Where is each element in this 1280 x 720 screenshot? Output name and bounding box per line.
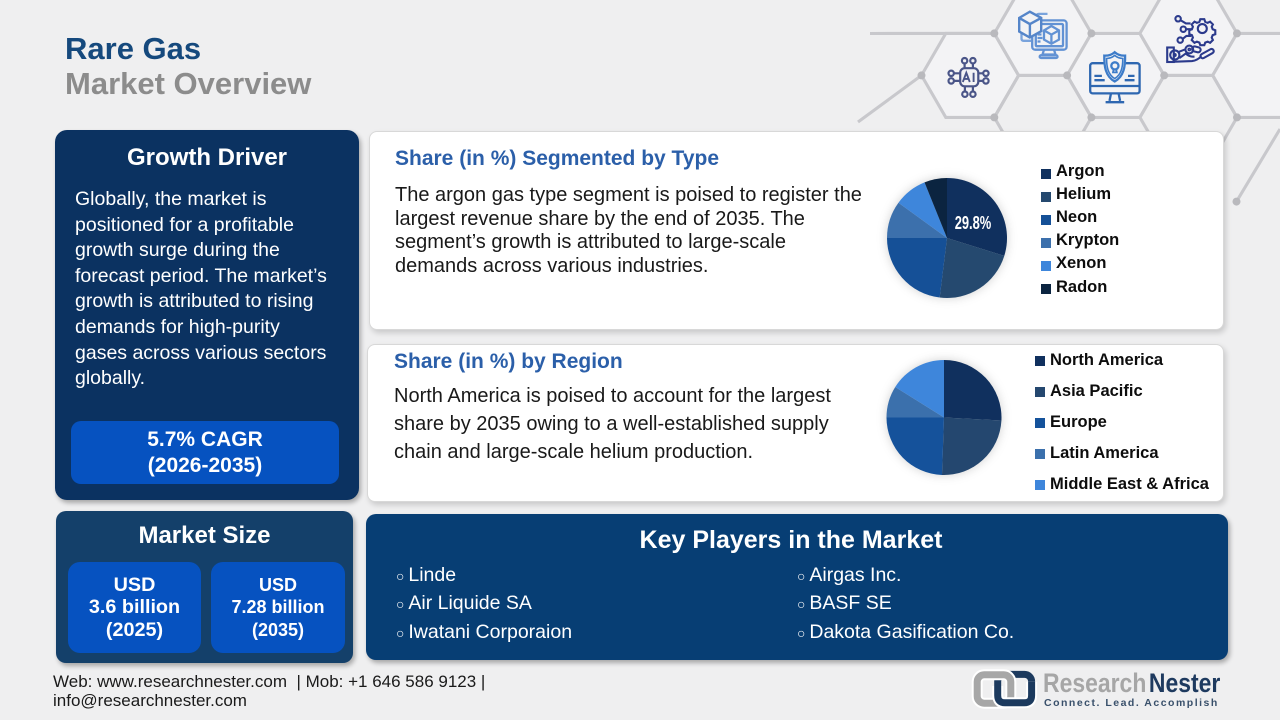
svg-text:29.8%: 29.8% [955,213,992,233]
